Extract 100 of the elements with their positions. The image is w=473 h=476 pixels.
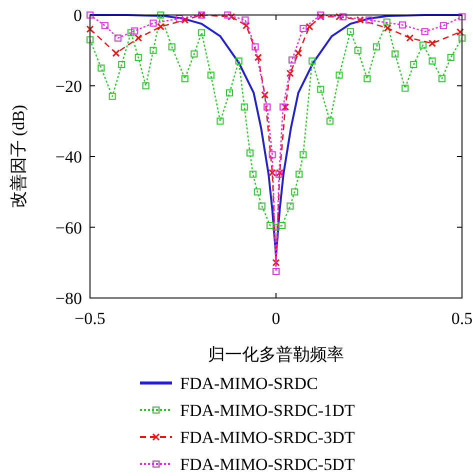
point [306, 22, 314, 30]
point [134, 34, 142, 42]
point [346, 28, 354, 36]
point [98, 64, 105, 72]
point [308, 57, 316, 64]
x-axis-title: 归一化多普勒频率 [208, 345, 344, 364]
point [254, 54, 262, 62]
point [440, 22, 447, 30]
point [168, 43, 176, 50]
point [264, 103, 271, 110]
y-axis-title: 改善因子 (dB) [9, 104, 28, 208]
point [282, 103, 290, 111]
point [252, 43, 259, 50]
point [410, 61, 418, 68]
point [296, 170, 303, 178]
point [226, 89, 233, 96]
point [272, 268, 280, 275]
x-tick-label: 0.5 [451, 309, 473, 328]
point [288, 56, 296, 64]
legend-label: FDA-MIMO-SRDC-3DT [180, 428, 356, 447]
point [150, 46, 157, 54]
point [300, 24, 307, 32]
point [86, 36, 94, 44]
point [176, 15, 183, 22]
point [316, 13, 324, 21]
point [278, 222, 286, 229]
point [114, 34, 122, 42]
point [458, 13, 466, 20]
legend-label: FDA-MIMO-SRDC-5DT [180, 455, 356, 474]
point [326, 118, 334, 125]
x-tick-label: 0 [272, 309, 280, 328]
point [181, 16, 189, 24]
point [372, 43, 380, 50]
point [286, 202, 294, 210]
point [242, 22, 250, 30]
point [384, 24, 392, 32]
x-tick-label: −0.5 [74, 309, 106, 328]
point [216, 118, 224, 125]
point [142, 82, 150, 90]
point [157, 12, 164, 18]
point [228, 13, 236, 21]
point [198, 29, 206, 36]
point [118, 61, 126, 68]
point [398, 21, 406, 28]
legend-label: FDA-MIMO-SRDC-1DT [180, 401, 356, 420]
point [458, 34, 466, 42]
y-tick-label: −40 [55, 148, 82, 166]
point [224, 12, 232, 18]
point [354, 46, 362, 54]
point [339, 13, 346, 20]
point [127, 29, 134, 36]
point [181, 75, 188, 82]
point [156, 22, 164, 30]
point [131, 27, 138, 34]
point [392, 50, 399, 58]
point [447, 54, 454, 61]
point [134, 54, 142, 61]
point [86, 12, 94, 18]
y-tick-label: −20 [55, 76, 82, 96]
point [240, 103, 248, 110]
point [335, 13, 343, 21]
y-tick-label: 0 [74, 6, 82, 25]
point [101, 22, 108, 30]
point [246, 149, 254, 156]
point [317, 86, 324, 93]
point [261, 91, 269, 99]
point [421, 28, 428, 36]
point [317, 12, 324, 18]
point [419, 42, 426, 49]
point [108, 92, 116, 100]
point [272, 258, 280, 266]
point [254, 188, 261, 196]
point [428, 57, 436, 64]
point [300, 151, 307, 158]
point [291, 188, 298, 196]
point [336, 72, 343, 79]
point [402, 84, 409, 92]
point [235, 57, 242, 64]
point [266, 222, 274, 229]
point [438, 75, 446, 82]
point [280, 103, 287, 110]
point [242, 16, 249, 24]
point [150, 20, 157, 27]
point [258, 202, 266, 210]
point [294, 49, 302, 57]
point [268, 151, 276, 158]
point [286, 70, 294, 78]
point [272, 224, 280, 231]
y-tick-label: −80 [55, 289, 82, 308]
point [86, 25, 94, 33]
point [383, 18, 390, 26]
point [356, 16, 364, 24]
point [112, 49, 120, 57]
point [364, 75, 371, 82]
point [249, 170, 256, 178]
point [456, 28, 464, 36]
point [406, 34, 414, 42]
point [428, 40, 436, 48]
point [366, 16, 372, 24]
legend-label: FDA-MIMO-SRDC [180, 374, 318, 393]
